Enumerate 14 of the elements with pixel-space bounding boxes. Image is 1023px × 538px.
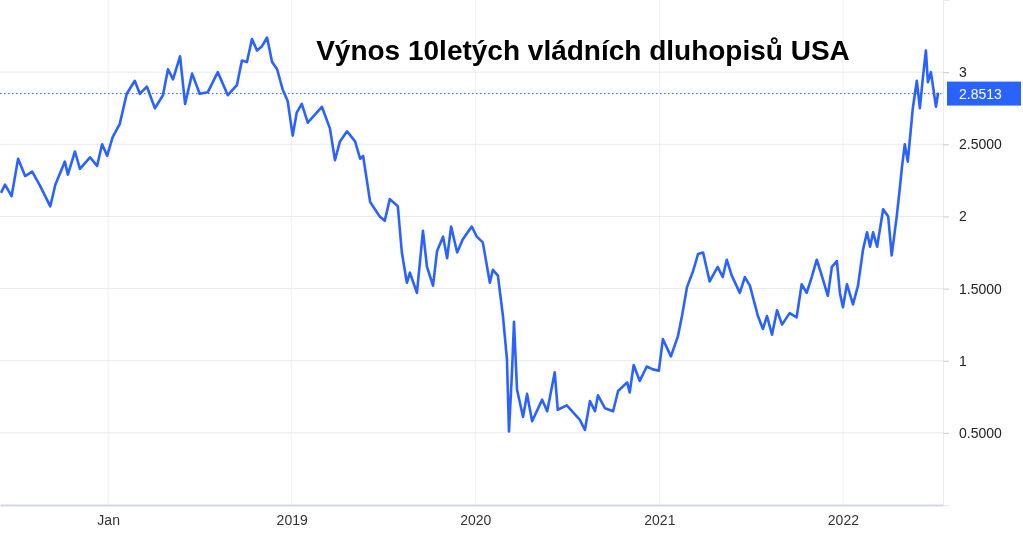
ref-line-label: 2.8513 xyxy=(959,85,1003,102)
y-tick-label: 1.5000 xyxy=(959,280,1003,297)
text: Výnos 10letých vládních dluhopisů USA xyxy=(316,35,850,66)
x-tick-label: 2022 xyxy=(827,511,860,528)
y-tick-label: 2 xyxy=(959,208,967,225)
y-tick-label: 2.5000 xyxy=(959,136,1003,153)
x-tick-label: 2021 xyxy=(644,511,676,528)
y-tick-label: 0.5000 xyxy=(959,424,1003,441)
line-series xyxy=(0,36,940,433)
x-tick-label: Jan xyxy=(97,511,120,528)
x-tick-label: 2020 xyxy=(460,511,492,528)
y-tick-label: 3 xyxy=(959,64,967,81)
x-tick-label: 2019 xyxy=(276,511,308,528)
y-tick-label: 1 xyxy=(959,352,967,369)
